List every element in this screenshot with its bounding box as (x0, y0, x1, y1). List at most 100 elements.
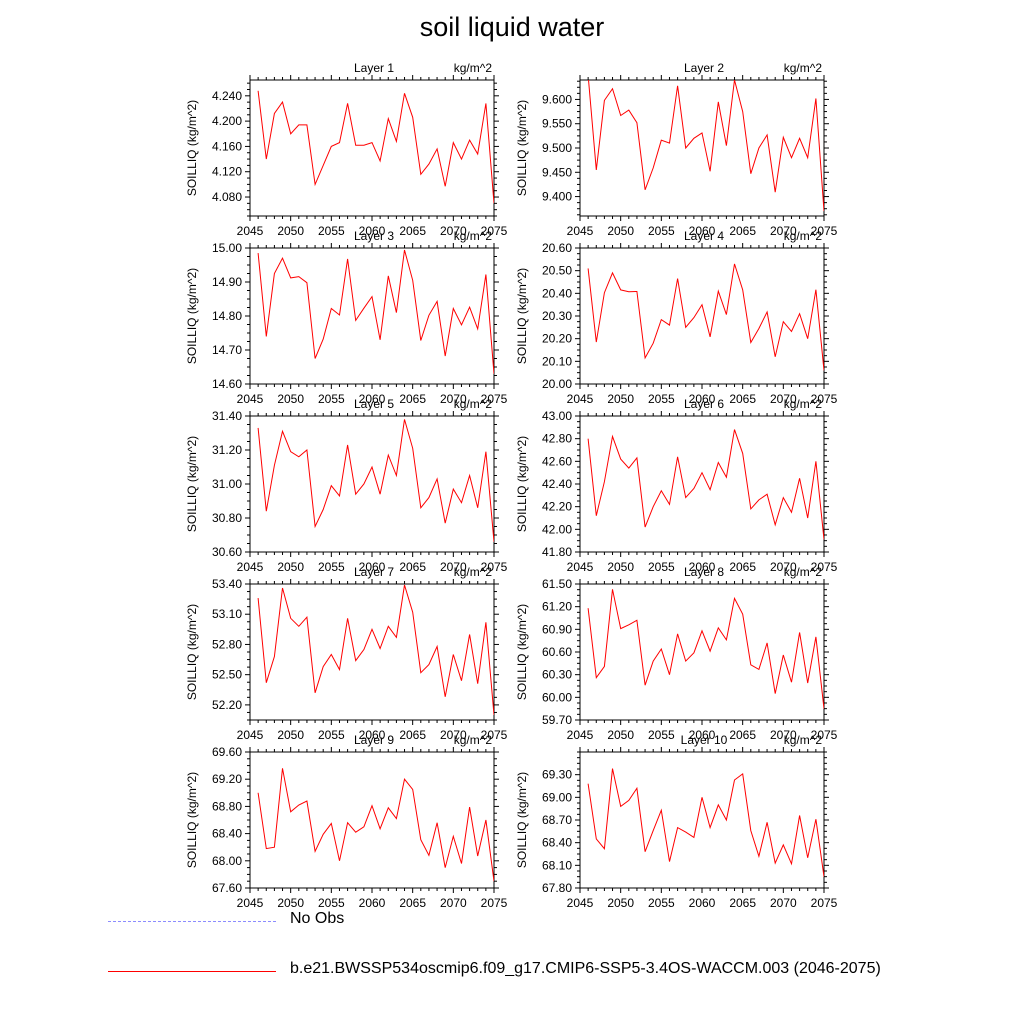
x-tick-label: 2075 (811, 392, 838, 406)
y-axis-label: SOILLIQ (kg/m^2) (515, 772, 529, 868)
x-tick-label: 2045 (567, 728, 594, 742)
y-tick-label: 4.200 (212, 114, 242, 128)
panel-title: Layer 1 (354, 61, 394, 75)
y-tick-label: 69.20 (212, 772, 242, 786)
x-tick-label: 2045 (237, 224, 264, 238)
x-tick-label: 2075 (481, 560, 508, 574)
x-tick-label: 2075 (481, 224, 508, 238)
series-line (257, 249, 494, 374)
y-tick-label: 30.80 (212, 511, 242, 525)
y-tick-label: 20.20 (542, 332, 572, 346)
series-line (587, 768, 824, 877)
series-line (257, 768, 494, 882)
x-tick-label: 2070 (770, 728, 797, 742)
y-tick-label: 20.40 (542, 286, 572, 300)
x-tick-label: 2050 (607, 224, 634, 238)
x-tick-label: 2060 (689, 728, 716, 742)
y-tick-label: 60.00 (542, 690, 572, 704)
x-tick-label: 2075 (811, 896, 838, 910)
panel-title: Layer 3 (354, 229, 394, 243)
x-tick-label: 2045 (237, 392, 264, 406)
panel-layer-7: 2045 2050 2055 2060 2065 2070 2075 52.20 52.50 52… (185, 565, 508, 742)
y-tick-label: 42.60 (542, 454, 572, 468)
x-tick-label: 2065 (399, 560, 426, 574)
y-tick-label: 14.70 (212, 343, 242, 357)
x-tick-label: 2070 (440, 560, 467, 574)
x-tick-label: 2055 (318, 224, 345, 238)
y-tick-label: 9.400 (542, 190, 572, 204)
panel-units: kg/m^2 (784, 61, 823, 75)
y-axis-label: SOILLIQ (kg/m^2) (185, 268, 199, 364)
x-tick-label: 2075 (811, 728, 838, 742)
y-tick-label: 14.90 (212, 275, 242, 289)
panel-title: Layer 2 (684, 61, 724, 75)
y-tick-label: 52.80 (212, 637, 242, 651)
series-line (257, 90, 494, 204)
y-tick-label: 20.60 (542, 241, 572, 255)
x-tick-label: 2060 (689, 560, 716, 574)
x-tick-label: 2060 (689, 392, 716, 406)
x-tick-label: 2060 (689, 896, 716, 910)
y-tick-label: 20.00 (542, 377, 572, 391)
x-tick-label: 2075 (811, 560, 838, 574)
x-tick-label: 2045 (237, 560, 264, 574)
panel-title: Layer 7 (354, 565, 394, 579)
y-tick-label: 41.80 (542, 545, 572, 559)
y-tick-label: 31.40 (212, 409, 242, 423)
x-tick-label: 2070 (440, 896, 467, 910)
page-title: soil liquid water (419, 12, 605, 42)
x-tick-label: 2070 (440, 728, 467, 742)
panel-units: kg/m^2 (454, 565, 493, 579)
y-tick-label: 69.30 (542, 768, 572, 782)
x-tick-label: 2050 (277, 728, 304, 742)
y-tick-label: 31.20 (212, 443, 242, 457)
y-tick-label: 68.80 (212, 799, 242, 813)
y-tick-label: 9.450 (542, 165, 572, 179)
x-tick-label: 2065 (729, 728, 756, 742)
y-axis-label: SOILLIQ (kg/m^2) (515, 436, 529, 532)
y-tick-label: 4.120 (212, 165, 242, 179)
series-line (588, 80, 824, 212)
x-tick-label: 2055 (318, 560, 345, 574)
x-tick-label: 2065 (729, 896, 756, 910)
y-tick-label: 69.60 (212, 745, 242, 759)
x-tick-label: 2055 (648, 224, 675, 238)
y-axis-label: SOILLIQ (kg/m^2) (515, 100, 529, 196)
panel-units: kg/m^2 (784, 397, 823, 411)
panel-units: kg/m^2 (784, 733, 823, 747)
x-tick-label: 2045 (567, 224, 594, 238)
panel-layer-9: 2045 2050 2055 2060 2065 2070 2075 67.60 68.00 68… (185, 733, 508, 910)
y-tick-label: 9.550 (542, 117, 572, 131)
x-tick-label: 2075 (811, 224, 838, 238)
y-axis-label: SOILLIQ (kg/m^2) (515, 604, 529, 700)
x-tick-label: 2055 (318, 392, 345, 406)
y-tick-label: 68.70 (542, 813, 572, 827)
panel-title: Layer 4 (684, 229, 724, 243)
y-tick-label: 52.50 (212, 668, 242, 682)
y-tick-label: 4.080 (212, 190, 242, 204)
plot-frame (249, 751, 495, 889)
panel-units: kg/m^2 (454, 733, 493, 747)
x-tick-label: 2075 (481, 728, 508, 742)
y-tick-label: 42.40 (542, 477, 572, 491)
y-tick-label: 61.20 (542, 600, 572, 614)
y-tick-label: 68.00 (212, 854, 242, 868)
y-tick-label: 60.30 (542, 668, 572, 682)
x-tick-label: 2065 (399, 728, 426, 742)
x-tick-label: 2055 (648, 728, 675, 742)
y-axis-label: SOILLIQ (kg/m^2) (515, 268, 529, 364)
x-tick-label: 2050 (277, 224, 304, 238)
y-axis-label: SOILLIQ (kg/m^2) (185, 100, 199, 196)
panel-title: Layer 8 (684, 565, 724, 579)
panel-units: kg/m^2 (454, 229, 493, 243)
x-tick-label: 2070 (770, 224, 797, 238)
y-tick-label: 69.00 (542, 790, 572, 804)
y-tick-label: 14.80 (212, 309, 242, 323)
panel-layer-1: 2045 2050 2055 2060 2065 2070 2075 4.080 4.120 4.… (185, 61, 508, 238)
plot-frame (579, 751, 825, 889)
series-line (257, 419, 494, 542)
x-tick-label: 2045 (567, 392, 594, 406)
legend-label-no-obs: No Obs (290, 910, 345, 927)
x-tick-label: 2065 (729, 224, 756, 238)
x-tick-label: 2065 (729, 392, 756, 406)
